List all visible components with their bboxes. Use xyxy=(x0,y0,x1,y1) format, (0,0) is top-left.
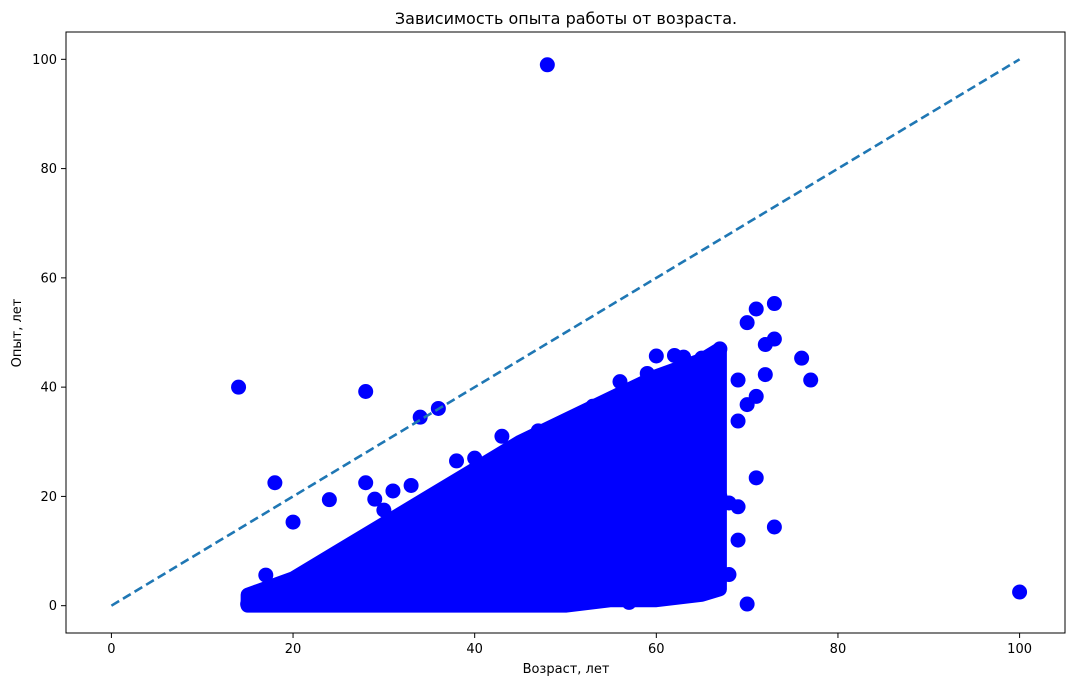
scatter-point xyxy=(648,591,664,607)
scatter-point xyxy=(766,296,782,312)
x-axis-ticks: 0 20 40 60 80 100 xyxy=(107,633,1032,657)
scatter-point xyxy=(367,491,383,507)
scatter-point xyxy=(748,301,764,317)
scatter-point xyxy=(712,488,728,504)
scatter-point xyxy=(321,492,337,508)
scatter-point xyxy=(358,475,374,491)
scatter-point xyxy=(358,384,374,400)
scatter-point xyxy=(685,510,701,526)
scatter-point xyxy=(539,57,555,73)
scatter-point xyxy=(249,584,265,600)
scatter-point xyxy=(630,379,646,395)
scatter-point xyxy=(385,483,401,499)
x-tick-label: 0 xyxy=(107,642,115,657)
scatter-point xyxy=(748,470,764,486)
y-axis-ticks: 0 20 40 60 80 100 xyxy=(32,53,66,614)
scatter-point xyxy=(666,554,682,570)
x-tick-label: 20 xyxy=(285,642,302,657)
scatter-point xyxy=(694,532,710,548)
scatter-points xyxy=(231,57,1028,612)
axes-frame xyxy=(65,31,1066,634)
scatter-point xyxy=(730,532,746,548)
scatter-point xyxy=(739,596,755,612)
scatter-point xyxy=(267,475,283,491)
scatter-point xyxy=(467,450,483,466)
y-tick-label: 60 xyxy=(40,271,57,286)
x-tick-label: 100 xyxy=(1007,642,1032,657)
scatter-point xyxy=(730,499,746,515)
scatter-point xyxy=(739,397,755,413)
scatter-point xyxy=(703,475,719,491)
scatter-point xyxy=(685,442,701,458)
reference-line xyxy=(110,58,1021,607)
scatter-point xyxy=(739,315,755,331)
scatter-point xyxy=(258,567,274,583)
scatter-point xyxy=(803,372,819,388)
scatter-point xyxy=(676,461,692,477)
y-axis-label: Опыт, лет xyxy=(10,298,25,367)
dense-cluster-shape xyxy=(240,341,727,613)
x-tick-label: 80 xyxy=(830,642,847,657)
scatter-point xyxy=(712,341,728,357)
scatter-point xyxy=(648,348,664,364)
scatter-point xyxy=(530,423,546,439)
scatter-point xyxy=(666,426,682,442)
scatter-point xyxy=(694,576,710,592)
scatter-point xyxy=(449,453,465,469)
scatter-point xyxy=(403,477,419,493)
scatter-point xyxy=(676,349,692,365)
scatter-point xyxy=(721,567,737,583)
scatter-point xyxy=(285,514,301,530)
scatter-point xyxy=(612,374,628,390)
scatter-point xyxy=(494,428,510,444)
scatter-point xyxy=(730,413,746,429)
y-tick-label: 100 xyxy=(32,53,57,68)
scatter-point xyxy=(757,367,773,383)
scatter-point xyxy=(766,519,782,535)
scatter-point xyxy=(558,415,573,431)
y-tick-label: 40 xyxy=(40,381,57,396)
y-tick-label: 20 xyxy=(40,490,57,505)
scatter-point xyxy=(757,337,773,353)
scatter-point xyxy=(730,372,746,388)
scatter-point xyxy=(240,596,256,612)
y-tick-label: 80 xyxy=(40,162,57,177)
scatter-point xyxy=(376,502,392,518)
scatter-point xyxy=(639,365,655,381)
y-tick-label: 0 xyxy=(49,599,57,614)
x-axis-label: Возраст, лет xyxy=(523,662,610,677)
scatter-point xyxy=(585,398,601,414)
scatter-point xyxy=(694,350,710,366)
scatter-point xyxy=(703,521,719,537)
x-tick-label: 60 xyxy=(648,642,665,657)
dense-point-cluster xyxy=(240,341,727,613)
scatter-point xyxy=(794,350,810,366)
scatter-point xyxy=(648,577,664,593)
scatter-point xyxy=(621,587,637,603)
x-tick-label: 40 xyxy=(466,642,483,657)
scatter-point xyxy=(1012,584,1028,600)
scatter-point xyxy=(231,379,247,395)
chart-title: Зависимость опыта работы от возраста. xyxy=(395,9,737,28)
